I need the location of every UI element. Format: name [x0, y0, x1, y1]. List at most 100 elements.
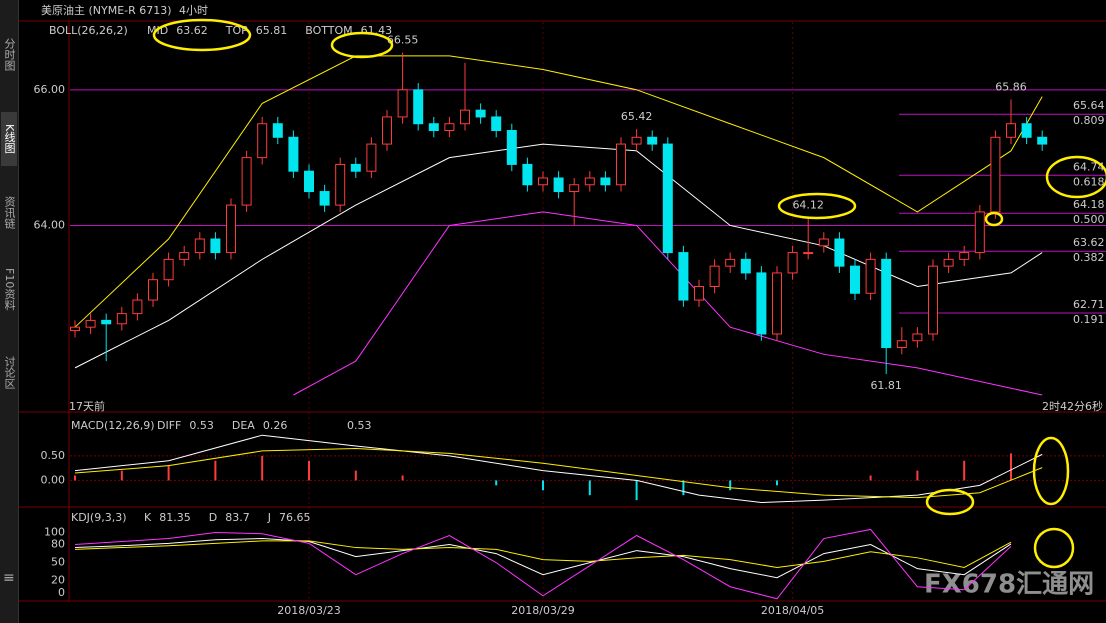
candle-body [850, 265, 860, 294]
tab[interactable]: F10资料 [3, 268, 16, 311]
candle-body [382, 116, 392, 145]
legend-value: 0.26 [263, 419, 288, 432]
candle-body [163, 258, 174, 281]
candle-body [974, 211, 985, 254]
highlight-ellipse [984, 211, 1004, 227]
candle-body [912, 333, 923, 342]
fib-price: 64.18 [1073, 198, 1105, 211]
candle-body [85, 319, 96, 328]
price-annotation: 65.86 [995, 80, 1027, 93]
candle-body [772, 272, 782, 335]
candle-body [350, 163, 361, 172]
price-annotation: 65.42 [621, 110, 653, 123]
legend-name: K [144, 511, 152, 524]
candle-body [257, 123, 268, 159]
tab[interactable]: 分时图 [3, 38, 16, 71]
highlights [152, 18, 1106, 569]
fib-price: 65.64 [1073, 99, 1105, 112]
tab[interactable]: 资讯链 [3, 196, 16, 229]
legend-value: 63.62 [176, 24, 208, 37]
highlight-ellipse [330, 31, 394, 59]
panel [70, 52, 1106, 396]
legend-name: DEA [232, 419, 255, 432]
indicator-line [74, 528, 1012, 600]
indicator-label: KDJ(9,3,3) [71, 511, 127, 524]
indicator-line [74, 538, 1012, 579]
candle-body [740, 258, 751, 274]
legend-value: 0.53 [189, 419, 214, 432]
candle-body [678, 252, 689, 301]
candle-body [803, 252, 814, 255]
menu-icon[interactable]: ≡ [3, 570, 15, 586]
price-annotation: 66.55 [387, 34, 419, 47]
price-annotation: 64.12 [792, 198, 824, 211]
chart: 美原油主 (NYME-R 6713) 4小时 BOLL(26,26,2) MAC… [19, 0, 1106, 623]
candle-body [881, 258, 892, 349]
candle-body [366, 143, 377, 172]
candle-body [600, 177, 611, 186]
candle-body [288, 136, 299, 172]
candle-body [865, 258, 876, 294]
candle-body [148, 279, 158, 301]
candle-body [943, 258, 954, 267]
candle-body [116, 313, 127, 325]
candle-body [335, 163, 346, 206]
legend-name: J [267, 511, 271, 524]
candle-body [569, 184, 580, 193]
candle-body [506, 130, 517, 165]
y-tick-label: 50 [51, 556, 65, 569]
highlight-ellipse [925, 488, 975, 516]
candle-body [101, 319, 112, 325]
x-tick-label: 2018/03/29 [511, 604, 574, 617]
highlight-ellipse [1033, 527, 1075, 569]
candle-body [1021, 123, 1032, 138]
candle-body [584, 177, 595, 186]
candle-body [272, 123, 283, 138]
fib-ratio: 0.809 [1073, 114, 1105, 127]
candle-body [397, 89, 408, 118]
candle-body [553, 177, 564, 193]
candle-body [756, 272, 767, 335]
candle-body [709, 265, 720, 287]
fib-ratio: 0.500 [1073, 213, 1105, 226]
indicator-line [74, 55, 1043, 328]
marks: 2018/03/23 2018/03/29 2018/04/05 64.00 66.00… [34, 22, 1106, 617]
candle-body [631, 136, 642, 145]
candle-body [132, 299, 143, 315]
candle-body [694, 285, 704, 301]
candle-body [928, 265, 938, 335]
candle-body [1006, 123, 1016, 138]
indicator-line [74, 434, 1043, 504]
y-tick-label: 0.00 [41, 473, 66, 486]
y-tick-label: 66.00 [34, 83, 66, 96]
panel [70, 434, 1106, 504]
indicator-label: MACD(12,26,9) [71, 419, 155, 432]
legend-name: BOTTOM [305, 24, 352, 37]
y-tick-label: 100 [44, 525, 65, 538]
sidebar: 分时图 K线图 资讯链 F10资料 讨论区 ≡ [0, 0, 19, 623]
candle-body [210, 238, 221, 254]
symbol-title: 美原油主 (NYME-R 6713) [41, 3, 172, 17]
candle-body [304, 170, 314, 193]
candle-body [834, 238, 845, 267]
y-tick-label: 20 [51, 574, 65, 587]
candle-body [1037, 136, 1048, 145]
candle-body [226, 204, 236, 254]
candle-body [787, 252, 798, 274]
macd-value: 0.53 [347, 419, 372, 432]
candle-body [896, 340, 907, 349]
candle-body [70, 326, 80, 332]
tab[interactable]: K线图 [1, 112, 17, 166]
period: 4小时 [179, 4, 208, 17]
fib-price: 63.62 [1073, 236, 1105, 249]
tab[interactable]: 讨论区 [3, 356, 16, 389]
candle-body [647, 136, 658, 145]
background [19, 0, 1106, 623]
candle-body [444, 123, 455, 132]
price-annotation: 61.81 [870, 379, 902, 392]
candle-body [616, 143, 626, 186]
candle-body [460, 109, 470, 125]
candle-body [179, 252, 190, 260]
legend-value: 83.7 [225, 511, 250, 524]
